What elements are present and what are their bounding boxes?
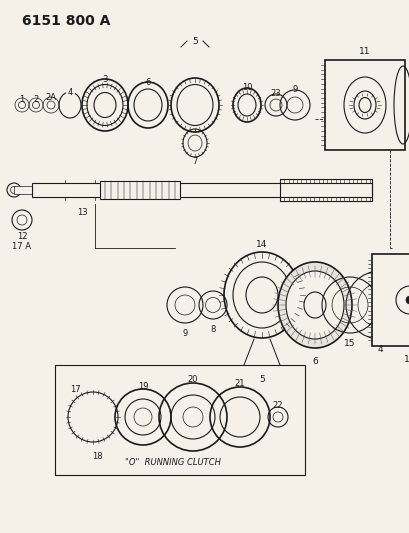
Text: 19: 19 (137, 382, 148, 391)
Ellipse shape (277, 262, 351, 348)
Text: 11: 11 (358, 47, 370, 56)
Ellipse shape (285, 271, 343, 339)
Text: 8: 8 (210, 325, 215, 334)
Text: 3: 3 (102, 75, 108, 84)
Bar (371, 254, 409, 346)
Text: 9: 9 (292, 85, 297, 94)
Text: 1: 1 (19, 95, 25, 104)
Text: 6: 6 (145, 78, 151, 87)
Bar (32, 183, 371, 197)
Text: 12: 12 (17, 232, 27, 241)
Text: 5: 5 (192, 37, 198, 46)
Text: 17 A: 17 A (12, 242, 31, 251)
Text: 7: 7 (192, 157, 197, 166)
Text: 18: 18 (92, 452, 102, 461)
Bar (324, 60, 404, 150)
Bar (55, 365, 304, 475)
Text: 16: 16 (403, 355, 409, 364)
Text: 2A: 2A (45, 93, 56, 102)
Bar (14, 186, 32, 194)
Bar (100, 181, 180, 199)
Text: 21: 21 (234, 379, 245, 388)
Bar (279, 179, 371, 201)
Text: 13: 13 (76, 208, 87, 217)
Text: 9: 9 (182, 329, 187, 338)
Text: 14: 14 (256, 240, 267, 249)
Text: 6: 6 (311, 357, 317, 366)
Text: 4: 4 (376, 345, 382, 354)
Text: 23: 23 (270, 89, 281, 98)
Circle shape (405, 296, 409, 304)
Text: 4: 4 (67, 88, 72, 97)
Text: 6151 800 A: 6151 800 A (22, 14, 110, 28)
Text: "O"  RUNNING CLUTCH: "O" RUNNING CLUTCH (124, 458, 220, 467)
Text: 10: 10 (241, 83, 252, 92)
Text: 17: 17 (70, 385, 80, 394)
Text: 22: 22 (272, 401, 283, 410)
Text: 20: 20 (187, 375, 198, 384)
Text: 5: 5 (258, 375, 264, 384)
Text: 2: 2 (33, 95, 38, 104)
Text: 15: 15 (344, 339, 355, 348)
